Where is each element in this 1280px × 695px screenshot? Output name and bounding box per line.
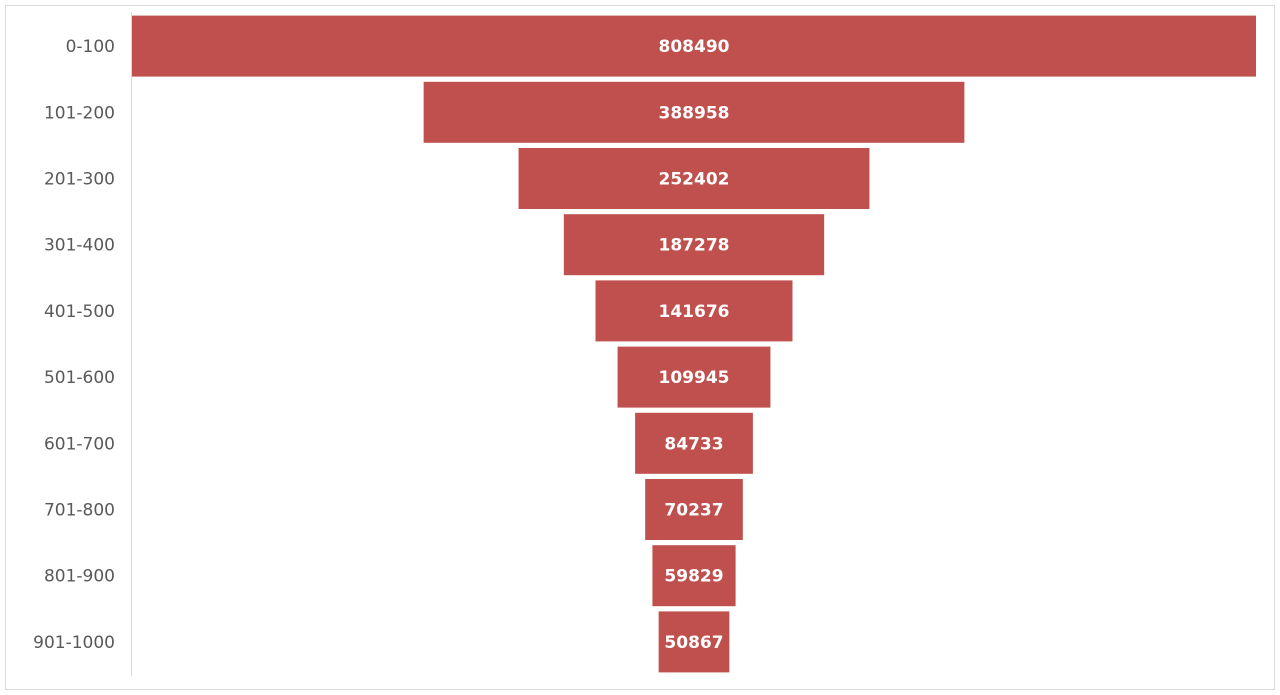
data-label-701-800: 70237 <box>664 501 723 521</box>
category-label-201-300: 201-300 <box>44 170 115 190</box>
category-label-0-100: 0-100 <box>66 37 115 57</box>
category-label-401-500: 401-500 <box>44 302 115 322</box>
data-label-0-100: 808490 <box>659 37 730 57</box>
category-label-601-700: 601-700 <box>44 434 115 454</box>
data-label-301-400: 187278 <box>659 236 730 256</box>
category-label-901-1000: 901-1000 <box>33 633 115 653</box>
data-label-901-1000: 50867 <box>664 633 723 653</box>
data-label-101-200: 388958 <box>659 103 730 123</box>
category-label-701-800: 701-800 <box>44 501 115 521</box>
category-label-group: 0-100 101-200 201-300 301-400 401-500 501-600… <box>33 37 115 653</box>
data-label-501-600: 109945 <box>659 368 730 388</box>
data-label-601-700: 84733 <box>664 434 723 454</box>
category-label-501-600: 501-600 <box>44 368 115 388</box>
data-label-201-300: 252402 <box>659 170 730 190</box>
category-label-101-200: 101-200 <box>44 103 115 123</box>
data-label-401-500: 141676 <box>659 302 730 322</box>
category-label-301-400: 301-400 <box>44 236 115 256</box>
data-label-801-900: 59829 <box>664 567 723 587</box>
category-label-801-900: 801-900 <box>44 567 115 587</box>
